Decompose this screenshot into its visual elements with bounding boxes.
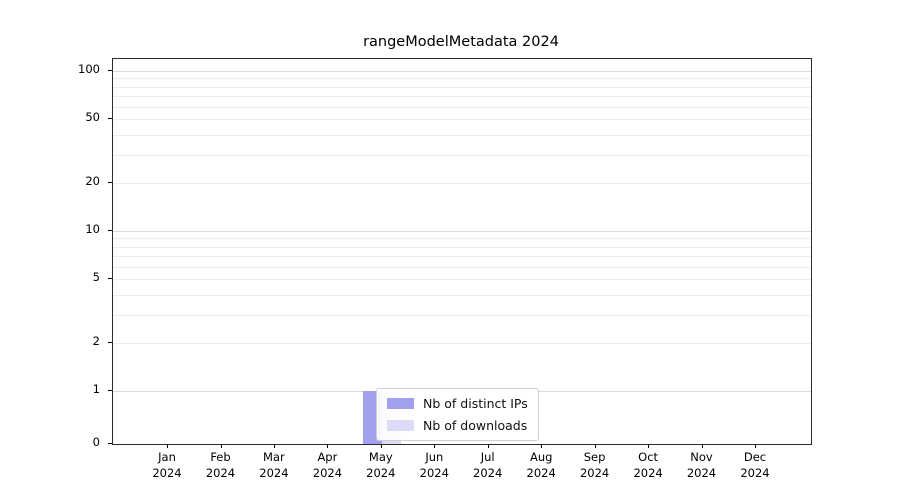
legend: Nb of distinct IPs Nb of downloads xyxy=(376,388,539,441)
gridline-minor xyxy=(113,182,811,184)
y-tick-mark xyxy=(108,230,112,231)
gridline-minor xyxy=(113,255,811,257)
x-tick-year: 2024 xyxy=(312,466,343,480)
x-tick-month: Sep xyxy=(583,450,606,464)
x-tick-year: 2024 xyxy=(473,466,503,480)
y-tick-mark xyxy=(108,118,112,120)
gridline-minor xyxy=(113,279,811,281)
y-tick-mark xyxy=(108,341,112,343)
x-tick-year: 2024 xyxy=(152,466,182,480)
legend-label-downloads: Nb of downloads xyxy=(423,418,528,433)
x-tick-mark xyxy=(594,444,596,448)
gridline-minor xyxy=(113,294,811,296)
x-tick-month: Apr xyxy=(317,450,338,464)
x-tick-mark xyxy=(380,444,382,448)
legend-item-downloads: Nb of downloads xyxy=(387,418,528,433)
legend-item-distinct-ips: Nb of distinct IPs xyxy=(387,396,528,411)
plot-area: Nb of distinct IPs Nb of downloads xyxy=(112,58,812,445)
legend-swatch-distinct-ips xyxy=(387,398,414,409)
x-tick-month: Feb xyxy=(210,450,231,464)
gridline-major xyxy=(113,231,811,232)
y-tick-label: 1 xyxy=(92,382,100,396)
x-tick-mark xyxy=(327,444,329,448)
x-tick-label: Aug 2024 xyxy=(511,449,571,481)
x-tick-month: Mar xyxy=(263,450,285,464)
y-tick-mark xyxy=(108,181,112,183)
x-tick-year: 2024 xyxy=(579,466,610,480)
x-tick-label: Sep 2024 xyxy=(565,449,625,481)
gridline-minor xyxy=(113,154,811,156)
x-tick-mark xyxy=(701,444,703,448)
x-tick-year: 2024 xyxy=(686,466,717,480)
y-tick-label: 0 xyxy=(92,435,100,449)
x-tick-month: Oct xyxy=(638,450,659,464)
x-tick-label: Nov 2024 xyxy=(672,449,732,481)
gridline-minor xyxy=(113,266,811,268)
x-tick-label: Oct 2024 xyxy=(618,449,678,481)
x-tick-mark xyxy=(167,444,168,448)
x-tick-year: 2024 xyxy=(740,466,770,480)
x-tick-year: 2024 xyxy=(419,466,449,480)
gridline-minor xyxy=(113,134,811,136)
x-tick-label: Jun 2024 xyxy=(404,449,464,481)
y-tick-label: 100 xyxy=(78,62,100,76)
gridline-minor xyxy=(113,342,811,344)
y-tick-label: 5 xyxy=(92,270,100,285)
gridline-minor xyxy=(113,314,811,316)
x-tick-month: Jan xyxy=(158,450,176,464)
x-tick-month: Nov xyxy=(690,450,713,464)
x-tick-label: Mar 2024 xyxy=(244,449,304,481)
x-tick-mark xyxy=(487,444,489,448)
chart-title: rangeModelMetadata 2024 xyxy=(363,34,559,50)
x-tick-month: Jul xyxy=(480,450,495,464)
gridline-minor xyxy=(113,119,811,121)
x-tick-label: May 2024 xyxy=(351,449,411,481)
x-tick-month: Jun xyxy=(425,450,444,464)
x-tick-mark xyxy=(273,444,275,448)
gridline-minor xyxy=(113,86,811,88)
x-tick-year: 2024 xyxy=(205,466,236,480)
y-tick-mark xyxy=(108,70,112,71)
x-tick-label: Feb 2024 xyxy=(191,449,251,481)
gridline-minor xyxy=(113,78,811,80)
x-tick-mark xyxy=(648,444,650,448)
gridline-minor xyxy=(113,95,811,97)
gridline-major xyxy=(113,71,811,72)
x-tick-year: 2024 xyxy=(259,466,289,480)
x-tick-year: 2024 xyxy=(366,466,396,480)
y-tick-label: 50 xyxy=(85,110,100,125)
gridline-minor xyxy=(113,106,811,108)
y-tick-label: 20 xyxy=(85,173,100,188)
gridline-minor xyxy=(113,246,811,248)
x-tick-mark xyxy=(541,444,543,448)
x-tick-month: Aug xyxy=(529,450,553,464)
legend-swatch-downloads xyxy=(387,420,414,431)
y-tick-mark xyxy=(108,390,112,391)
gridline-minor xyxy=(113,238,811,240)
y-tick-label: 10 xyxy=(85,222,100,236)
x-tick-label: Apr 2024 xyxy=(297,449,357,481)
y-tick-mark xyxy=(108,278,112,280)
x-tick-month: Dec xyxy=(743,450,767,464)
x-tick-mark xyxy=(434,444,436,448)
x-tick-label: Jul 2024 xyxy=(458,449,518,481)
x-tick-mark xyxy=(220,444,222,448)
x-tick-label: Dec 2024 xyxy=(725,449,785,481)
x-tick-year: 2024 xyxy=(633,466,663,480)
y-tick-mark xyxy=(108,443,112,444)
x-tick-label: Jan 2024 xyxy=(137,449,197,481)
x-tick-month: May xyxy=(368,450,393,464)
legend-label-distinct-ips: Nb of distinct IPs xyxy=(423,396,528,411)
x-tick-mark xyxy=(755,444,756,448)
x-tick-year: 2024 xyxy=(526,466,556,480)
y-tick-label: 2 xyxy=(92,333,100,348)
